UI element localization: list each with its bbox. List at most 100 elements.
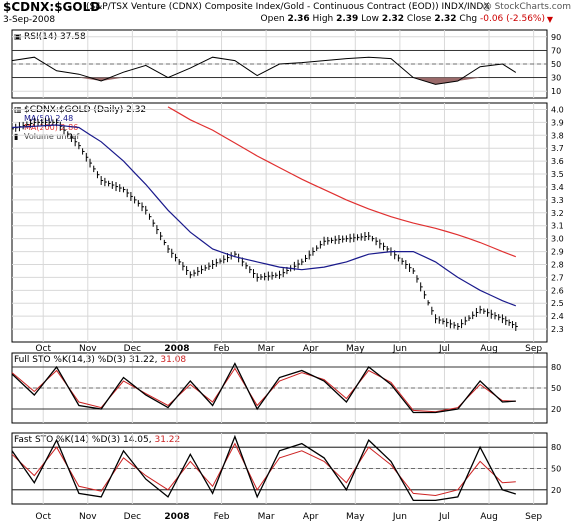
month-tick-label: Mar bbox=[258, 344, 275, 354]
month-tick-label: Apr bbox=[303, 344, 319, 354]
month-tick-label: Apr bbox=[303, 512, 319, 522]
month-tick-label: Jun bbox=[392, 512, 407, 522]
value-tick-label: 3.4 bbox=[551, 183, 564, 192]
value-tick-label: 50 bbox=[551, 384, 561, 393]
month-tick-label: May bbox=[346, 344, 365, 354]
fast-sto-axis: 80 50 20 bbox=[551, 443, 561, 495]
copyright[interactable]: @ StockCharts.com bbox=[482, 2, 571, 12]
low-value: 2.32 bbox=[381, 14, 405, 24]
month-tick-label: 2008 bbox=[164, 512, 189, 522]
value-tick-label: 3.5 bbox=[551, 170, 564, 179]
price-frame bbox=[11, 102, 548, 343]
ma200-line bbox=[167, 106, 517, 258]
open-label: Open bbox=[260, 14, 285, 24]
down-arrow-icon: ▼ bbox=[546, 15, 553, 24]
low-label: Low bbox=[361, 14, 379, 24]
close-label: Close bbox=[406, 14, 432, 24]
value-tick-label: 3.8 bbox=[551, 131, 564, 140]
value-tick-label: 3.3 bbox=[551, 196, 564, 205]
price-panel: ▥ $CDNX:$GOLD (Daily) 2.32 MA(50) 2.48 M… bbox=[11, 102, 564, 343]
value-tick-label: 50 bbox=[551, 60, 561, 69]
value-tick-label: 2.7 bbox=[551, 273, 564, 282]
fast-sto-k-line bbox=[11, 434, 516, 502]
full-sto-axis: 80 50 20 bbox=[551, 363, 561, 414]
value-tick-label: 2.4 bbox=[551, 312, 564, 321]
value-tick-label: 2.3 bbox=[551, 325, 564, 334]
month-axis: Oct Nov Dec 2008 Feb Mar Apr May Jun Jul Aug Sep bbox=[35, 344, 542, 354]
month-tick-label: Aug bbox=[480, 344, 498, 354]
full-sto-plot bbox=[11, 353, 547, 423]
month-tick-label: Nov bbox=[79, 344, 97, 354]
month-tick-label: Sep bbox=[525, 512, 542, 522]
legend-volume: Volume undef bbox=[24, 132, 79, 141]
volume-bar-icon: ▮ bbox=[14, 132, 18, 141]
month-tick-label: Nov bbox=[79, 512, 97, 522]
value-tick-label: 2.8 bbox=[551, 260, 564, 269]
month-tick-label: Dec bbox=[124, 512, 141, 522]
value-tick-label: 20 bbox=[551, 405, 561, 414]
value-tick-label: 3.0 bbox=[551, 235, 564, 244]
rsi-oversold-fill bbox=[12, 77, 516, 85]
value-tick-label: 80 bbox=[551, 363, 561, 372]
month-tick-label: Jul bbox=[438, 512, 450, 522]
value-tick-label: 2.6 bbox=[551, 286, 564, 295]
month-tick-label: Oct bbox=[35, 512, 51, 522]
month-tick-label: Jun bbox=[392, 344, 407, 354]
value-tick-label: 3.7 bbox=[551, 144, 564, 153]
month-tick-label: Sep bbox=[525, 344, 542, 354]
full-sto-k-line bbox=[11, 362, 516, 414]
month-tick-label: 2008 bbox=[164, 344, 189, 354]
value-tick-label: 80 bbox=[551, 443, 561, 452]
full-sto-label-main: Full STO %K(14,3) %D(3) 31.22, bbox=[14, 355, 158, 365]
legend-ma200: MA(200) 2.86 bbox=[24, 123, 78, 132]
month-tick-label: Oct bbox=[35, 344, 51, 354]
full-sto-panel: Full STO %K(14,3) %D(3) 31.22, 31.08 80 5… bbox=[11, 352, 561, 424]
fast-sto-label-main: Fast STO %K(14) %D(3) 14.05, bbox=[14, 435, 152, 445]
rsi-plot bbox=[11, 30, 547, 98]
month-tick-label: Feb bbox=[214, 512, 230, 522]
value-tick-label: 3.2 bbox=[551, 209, 564, 218]
ohlc-summary: Open 2.36 High 2.39 Low 2.32 Close 2.32 … bbox=[261, 14, 545, 24]
price-plot bbox=[11, 103, 547, 342]
month-tick-label: Jul bbox=[438, 344, 450, 354]
chg-value: -0.06 (-2.56%) bbox=[479, 14, 545, 24]
high-value: 2.39 bbox=[336, 14, 359, 24]
value-tick-label: 30 bbox=[551, 74, 561, 83]
fast-sto-label-signal: 31.22 bbox=[154, 435, 180, 445]
full-sto-label: Full STO %K(14,3) %D(3) 31.22, 31.08 bbox=[14, 355, 186, 365]
price-label: $CDNX:$GOLD (Daily) 2.32 bbox=[24, 105, 146, 115]
rsi-line bbox=[11, 56, 517, 85]
chart-date: 3-Sep-2008 bbox=[3, 15, 56, 25]
value-tick-label: 3.1 bbox=[551, 222, 564, 231]
close-value: 2.32 bbox=[434, 14, 457, 24]
chart-symbol: $CDNX:$GOLD bbox=[3, 0, 101, 14]
value-tick-label: 3.6 bbox=[551, 157, 564, 166]
rsi-axis: 90 70 50 30 10 bbox=[551, 33, 561, 96]
value-tick-label: 4.0 bbox=[551, 105, 564, 114]
open-value: 2.36 bbox=[287, 14, 310, 24]
value-tick-label: 3.9 bbox=[551, 118, 564, 127]
fast-sto-label: Fast STO %K(14) %D(3) 14.05, 31.22 bbox=[14, 435, 180, 445]
fast-sto-panel: Fast STO %K(14) %D(3) 14.05, 31.22 80 50 2… bbox=[11, 432, 561, 505]
full-sto-label-signal: 31.08 bbox=[160, 355, 186, 365]
month-tick-label: May bbox=[346, 512, 365, 522]
month-tick-label: Mar bbox=[258, 512, 275, 522]
chart-description: (S&P/TSX Venture (CDNX) Composite Index/… bbox=[86, 2, 490, 12]
value-tick-label: 20 bbox=[551, 486, 561, 495]
month-tick-label: Dec bbox=[124, 344, 141, 354]
high-label: High bbox=[312, 14, 334, 24]
value-tick-label: 2.9 bbox=[551, 248, 564, 257]
value-tick-label: 90 bbox=[551, 33, 561, 42]
price-axis: 4.0 3.9 3.8 3.7 3.6 3.5 3.4 3.3 3.2 3.1 3.0 2.9 2.8 2… bbox=[551, 105, 564, 334]
value-tick-label: 50 bbox=[551, 465, 561, 474]
fast-sto-plot bbox=[11, 433, 547, 504]
bottom-month-axis: Oct Nov Dec 2008 Feb Mar Apr May Jun Jul Aug Sep bbox=[35, 512, 542, 522]
legend-ma50: MA(50) 2.48 bbox=[24, 114, 73, 123]
month-tick-label: Aug bbox=[480, 512, 498, 522]
ma50-line bbox=[11, 124, 517, 307]
chg-label: Chg bbox=[459, 14, 478, 24]
value-tick-label: 10 bbox=[551, 87, 561, 96]
month-tick-label: Feb bbox=[214, 344, 230, 354]
